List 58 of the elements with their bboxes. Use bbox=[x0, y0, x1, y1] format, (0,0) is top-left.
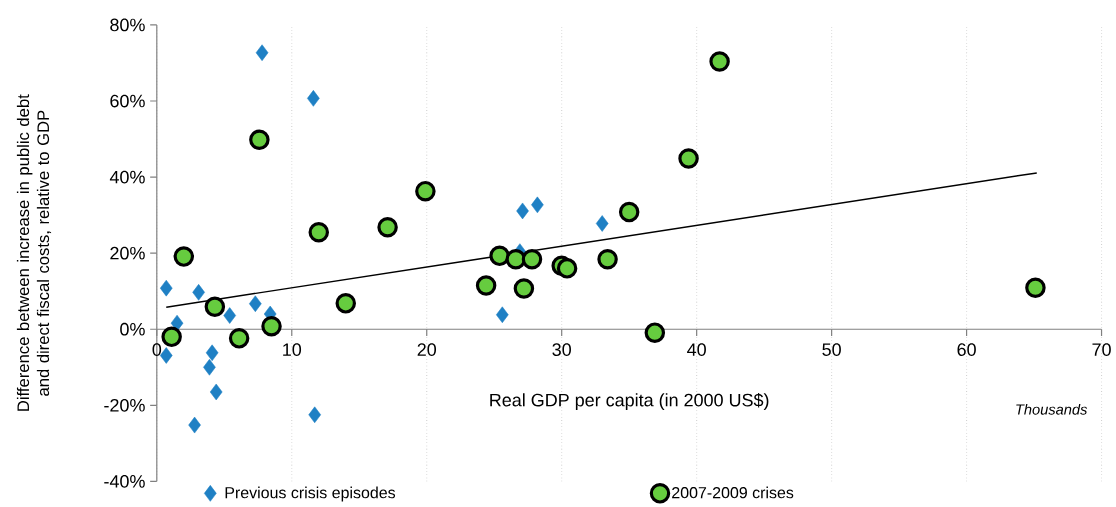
point bbox=[496, 306, 509, 323]
point bbox=[521, 248, 543, 270]
point bbox=[516, 202, 529, 220]
point bbox=[161, 326, 182, 347]
point bbox=[377, 216, 398, 238]
point bbox=[556, 257, 578, 279]
point bbox=[205, 344, 219, 361]
point bbox=[618, 201, 640, 223]
point bbox=[188, 416, 201, 434]
x-axis-title: Real GDP per capita (in 2000 US$) bbox=[490, 392, 769, 410]
legend-label: 2007-2009 crises bbox=[672, 486, 794, 499]
point bbox=[261, 315, 282, 337]
point bbox=[597, 248, 618, 270]
point bbox=[307, 89, 320, 107]
point bbox=[678, 148, 699, 169]
point bbox=[249, 129, 270, 150]
point bbox=[204, 296, 226, 317]
y-tick-label: 80% bbox=[110, 18, 145, 32]
y-tick-label: 60% bbox=[110, 94, 145, 108]
point bbox=[644, 322, 666, 343]
x-tick-label: 0 bbox=[152, 343, 162, 356]
x-tick-label: 40 bbox=[687, 343, 706, 356]
point bbox=[255, 44, 269, 61]
point bbox=[223, 307, 236, 324]
y-tick-label: -40% bbox=[104, 474, 145, 488]
x-tick-label: 10 bbox=[283, 343, 302, 356]
point bbox=[1025, 277, 1046, 298]
y-tick-label: 20% bbox=[110, 246, 145, 260]
point bbox=[308, 406, 321, 423]
point bbox=[531, 196, 544, 213]
legend-label: Previous crisis episodes bbox=[225, 486, 396, 502]
point bbox=[228, 327, 250, 349]
point bbox=[209, 383, 223, 401]
point bbox=[203, 358, 216, 376]
point bbox=[173, 246, 195, 267]
point bbox=[192, 283, 205, 301]
point bbox=[489, 245, 510, 266]
x-tick-label: 60 bbox=[957, 343, 976, 356]
x-tick-label: 50 bbox=[822, 343, 841, 356]
point bbox=[159, 347, 173, 364]
point bbox=[709, 51, 730, 72]
y-tick-label: 40% bbox=[109, 170, 145, 184]
point bbox=[308, 221, 330, 243]
point bbox=[415, 180, 436, 202]
point bbox=[475, 275, 497, 296]
point bbox=[513, 278, 535, 299]
x-tick-label: 20 bbox=[417, 343, 437, 356]
point bbox=[159, 279, 173, 297]
y-tick-label: -20% bbox=[104, 398, 145, 412]
point bbox=[249, 295, 262, 312]
x-tick-label: 30 bbox=[552, 343, 571, 356]
y-tick-label: 0% bbox=[120, 322, 145, 336]
x-tick-label: 70 bbox=[1092, 343, 1111, 356]
point bbox=[595, 215, 609, 232]
point bbox=[335, 292, 357, 314]
annotation: Thousands bbox=[1016, 403, 1088, 415]
point bbox=[170, 314, 184, 332]
y-axis-title: Difference between increase in public debt and direct fiscal costs, relative to GDP bbox=[16, 94, 52, 411]
